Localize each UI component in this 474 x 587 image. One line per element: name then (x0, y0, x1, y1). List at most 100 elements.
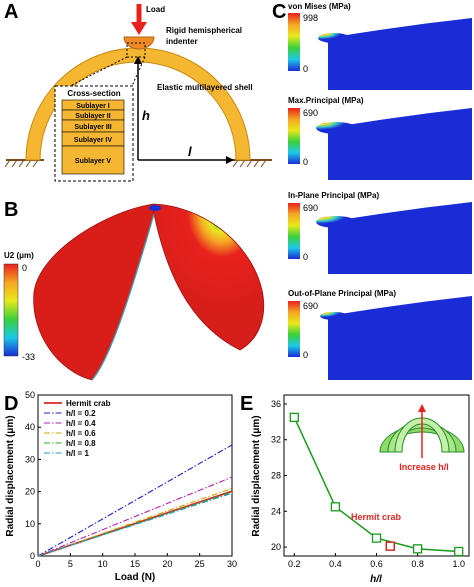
panel-a: A Load Rigid hemispherical indenter Elas… (4, 1, 272, 182)
shell-arch (25, 47, 251, 161)
callout-line-left (69, 56, 128, 87)
indenter-label-line1: Rigid hemispherical (166, 26, 242, 35)
panel-c: C von Mises (MPa) 998 0 Max.Principal (M… (272, 1, 472, 380)
e-ylabel: Radial displacement (μm) (251, 415, 262, 536)
c-map-1-title: von Mises (MPa) (288, 2, 351, 11)
d-legend-label: h/l = 1 (66, 449, 89, 458)
sublayer-5 (61, 145, 125, 175)
callout-line-right (131, 56, 146, 87)
panel-d-letter: D (4, 393, 18, 415)
d-xtick-label: 30 (227, 559, 237, 569)
c-map-2-hotspot (316, 122, 356, 134)
d-legend-label: Hermit crab (66, 399, 111, 408)
e-ytick-label: 24 (271, 506, 281, 516)
e-xtick-label: 0.4 (329, 559, 342, 569)
e-data-point (330, 502, 341, 512)
c-map-1-colorbar (288, 13, 300, 71)
c-map-2-colorbar (288, 108, 300, 164)
b-colorbar (3, 263, 19, 357)
d-series-line (37, 491, 233, 557)
c-map-2-min: 0 (303, 157, 308, 167)
d-xtick-label: 20 (162, 559, 172, 569)
e-ytick-label: 36 (271, 399, 281, 409)
c-map-1-min: 0 (303, 64, 308, 74)
d-ylabel: Radial displacement (μm) (5, 415, 16, 536)
d-series-line (37, 444, 233, 557)
e-data-point (454, 546, 464, 557)
e-ytick-label: 32 (271, 435, 281, 445)
panel-c-letter: C (272, 1, 286, 23)
c-map-4-max: 690 (303, 301, 318, 311)
e-xlabel: h/l (370, 574, 382, 585)
d-xlabel: Load (N) (115, 572, 156, 583)
dome-surface (153, 203, 265, 351)
e-xtick-label: 0.2 (288, 559, 301, 569)
l-symbol: l (188, 144, 192, 159)
c-map-3-min: 0 (303, 252, 308, 262)
c-map-2-title: Max.Principal (MPa) (288, 96, 364, 105)
sublayer-stack: Sublayer I Sublayer II Sublayer III Subl… (61, 99, 125, 175)
d-series-line (37, 490, 233, 557)
dome-contact-spot (149, 205, 161, 211)
d-series-line (37, 492, 233, 557)
d-xtick-label: 5 (68, 559, 73, 569)
panel-b: B U2 (μm) 0 -33 (3, 199, 265, 381)
e-xtick-label: 1.0 (452, 559, 465, 569)
e-ticks: 0.2 0.4 0.6 0.8 1.0 20 24 28 32 36 (271, 399, 465, 569)
sublayer-1-label: Sublayer I (76, 103, 110, 110)
inset-label: Increase h/l (399, 462, 449, 472)
e-line (289, 412, 464, 557)
e-hermit-point (385, 541, 396, 551)
b-colorbar-min: -33 (22, 352, 35, 362)
c-map-3-max: 690 (303, 203, 318, 213)
b-colorbar-max: 0 (22, 263, 27, 273)
d-ytick-label: 40 (25, 422, 35, 432)
e-data-point (412, 544, 423, 554)
c-map-4: Out-of-Plane Principal (MPa) 690 0 (288, 289, 472, 380)
c-map-3: In-Plane Principal (MPa) 690 0 (288, 191, 472, 274)
c-map-3-hotspot (316, 216, 356, 228)
d-ticks: 0 5 10 15 20 25 30 0 10 20 30 40 50 (25, 390, 237, 569)
callout-box (126, 42, 146, 58)
d-series-line (37, 476, 233, 557)
c-map-2: Max.Principal (MPa) 690 0 (288, 96, 472, 180)
d-ytick-label: 0 (30, 551, 35, 561)
load-label: Load (146, 5, 165, 14)
e-ytick-label: 20 (271, 542, 281, 552)
c-map-4-hotspot (320, 312, 348, 320)
d-legend-label: h/l = 0.6 (66, 429, 96, 438)
d-ytick-label: 10 (25, 519, 35, 529)
d-xtick-label: 0 (35, 559, 40, 569)
inset-arrowhead (418, 404, 426, 412)
c-map-1-hotspot (318, 33, 350, 43)
h-arrowhead (134, 56, 142, 64)
ground-hatch (4, 159, 267, 168)
dome-cut-face (33, 203, 155, 381)
inset-shell-3 (394, 417, 450, 453)
d-xtick-label: 25 (195, 559, 205, 569)
e-hermit-annotation: Hermit crab (351, 512, 402, 522)
shell-label: Elastic multilayered shell (157, 83, 253, 92)
load-arrow-head (131, 22, 147, 35)
c-map-4-title: Out-of-Plane Principal (MPa) (288, 289, 396, 298)
e-inset: Increase h/l (379, 404, 465, 472)
c-map-4-min: 0 (303, 350, 308, 360)
d-legend-label: h/l = 0.2 (66, 409, 96, 418)
cross-section-title: Cross-section (67, 89, 120, 98)
c-map-2-field (328, 108, 472, 180)
panel-b-letter: B (4, 199, 18, 221)
e-data-point (289, 412, 299, 423)
e-xtick-label: 0.6 (370, 559, 383, 569)
panel-e-letter: E (240, 393, 253, 415)
h-symbol: h (142, 108, 150, 123)
d-xtick-label: 15 (130, 559, 140, 569)
b-colorbar-title: U2 (μm) (4, 251, 34, 260)
e-ytick-label: 28 (271, 471, 281, 481)
l-arrowhead (226, 156, 234, 164)
c-map-3-field (328, 202, 472, 274)
c-map-3-title: In-Plane Principal (MPa) (288, 191, 379, 200)
sublayer-3-label: Sublayer III (74, 124, 111, 131)
